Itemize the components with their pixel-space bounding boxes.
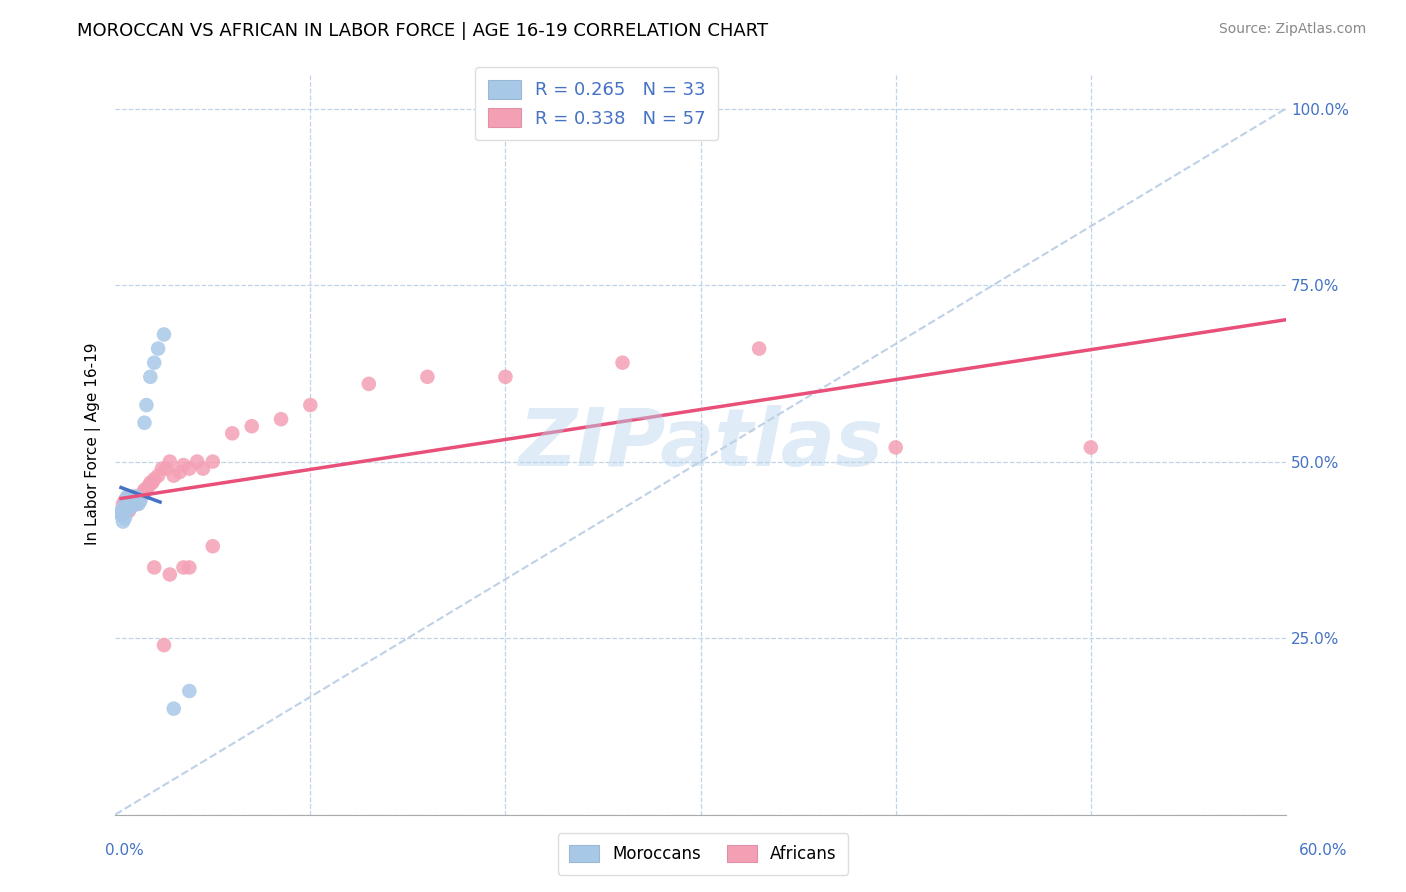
Point — [115, 490, 138, 504]
Point — [155, 461, 177, 475]
Point — [110, 508, 132, 522]
Point — [179, 461, 201, 475]
Point — [135, 483, 157, 497]
Point — [124, 490, 146, 504]
Text: Source: ZipAtlas.com: Source: ZipAtlas.com — [1219, 22, 1367, 37]
Point — [143, 356, 166, 370]
Point — [128, 497, 150, 511]
Point — [141, 475, 163, 490]
Point — [115, 500, 138, 515]
Point — [114, 500, 136, 515]
Point — [134, 483, 156, 497]
Point — [118, 490, 141, 504]
Point — [159, 567, 181, 582]
Text: ZIPatlas: ZIPatlas — [517, 405, 883, 483]
Point — [118, 497, 141, 511]
Point — [416, 369, 439, 384]
Point — [150, 461, 173, 475]
Point — [884, 441, 907, 455]
Point — [114, 504, 136, 518]
Point — [124, 497, 146, 511]
Point — [121, 493, 143, 508]
Point — [124, 490, 146, 504]
Point — [121, 497, 143, 511]
Point — [131, 486, 153, 500]
Point — [173, 458, 195, 472]
Point — [299, 398, 322, 412]
Point — [111, 504, 134, 518]
Point — [115, 493, 138, 508]
Point — [111, 497, 134, 511]
Point — [494, 369, 516, 384]
Point — [138, 479, 160, 493]
Text: MOROCCAN VS AFRICAN IN LABOR FORCE | AGE 16-19 CORRELATION CHART: MOROCCAN VS AFRICAN IN LABOR FORCE | AGE… — [77, 22, 769, 40]
Point — [201, 539, 224, 553]
Point — [191, 461, 214, 475]
Point — [118, 500, 141, 515]
Point — [120, 500, 142, 515]
Point — [173, 560, 195, 574]
Point — [163, 468, 186, 483]
Point — [129, 490, 152, 504]
Point — [120, 500, 142, 515]
Point — [179, 560, 201, 574]
Point — [115, 497, 138, 511]
Point — [125, 497, 148, 511]
Point — [114, 511, 136, 525]
Point — [270, 412, 292, 426]
Point — [139, 369, 162, 384]
Point — [115, 497, 138, 511]
Point — [115, 493, 138, 508]
Point — [139, 475, 162, 490]
Point — [612, 356, 634, 370]
Point — [221, 426, 243, 441]
Point — [179, 684, 201, 698]
Point — [143, 560, 166, 574]
Text: 0.0%: 0.0% — [105, 843, 145, 858]
Point — [125, 497, 148, 511]
Point — [125, 490, 148, 504]
Point — [134, 486, 156, 500]
Point — [143, 472, 166, 486]
Point — [153, 638, 176, 652]
Point — [1080, 441, 1102, 455]
Point — [114, 497, 136, 511]
Point — [121, 490, 143, 504]
Point — [110, 504, 132, 518]
Point — [111, 504, 134, 518]
Point — [146, 468, 169, 483]
Point — [134, 416, 156, 430]
Point — [114, 493, 136, 508]
Point — [240, 419, 263, 434]
Point — [118, 493, 141, 508]
Point — [110, 508, 132, 522]
Point — [186, 454, 208, 468]
Point — [163, 701, 186, 715]
Point — [120, 497, 142, 511]
Point — [118, 497, 141, 511]
Point — [159, 454, 181, 468]
Point — [115, 504, 138, 518]
Point — [357, 376, 380, 391]
Point — [111, 515, 134, 529]
Point — [129, 493, 152, 508]
Point — [748, 342, 770, 356]
Text: 60.0%: 60.0% — [1299, 843, 1347, 858]
Point — [118, 504, 141, 518]
Point — [135, 398, 157, 412]
Point — [120, 493, 142, 508]
Point — [120, 497, 142, 511]
Point — [201, 454, 224, 468]
Point — [121, 497, 143, 511]
Point — [128, 493, 150, 508]
Legend: Moroccans, Africans: Moroccans, Africans — [558, 833, 848, 875]
Point — [169, 465, 191, 479]
Point — [153, 327, 176, 342]
Point — [120, 493, 142, 508]
Legend: R = 0.265   N = 33, R = 0.338   N = 57: R = 0.265 N = 33, R = 0.338 N = 57 — [475, 68, 718, 140]
Y-axis label: In Labor Force | Age 16-19: In Labor Force | Age 16-19 — [86, 343, 101, 545]
Point — [124, 497, 146, 511]
Point — [146, 342, 169, 356]
